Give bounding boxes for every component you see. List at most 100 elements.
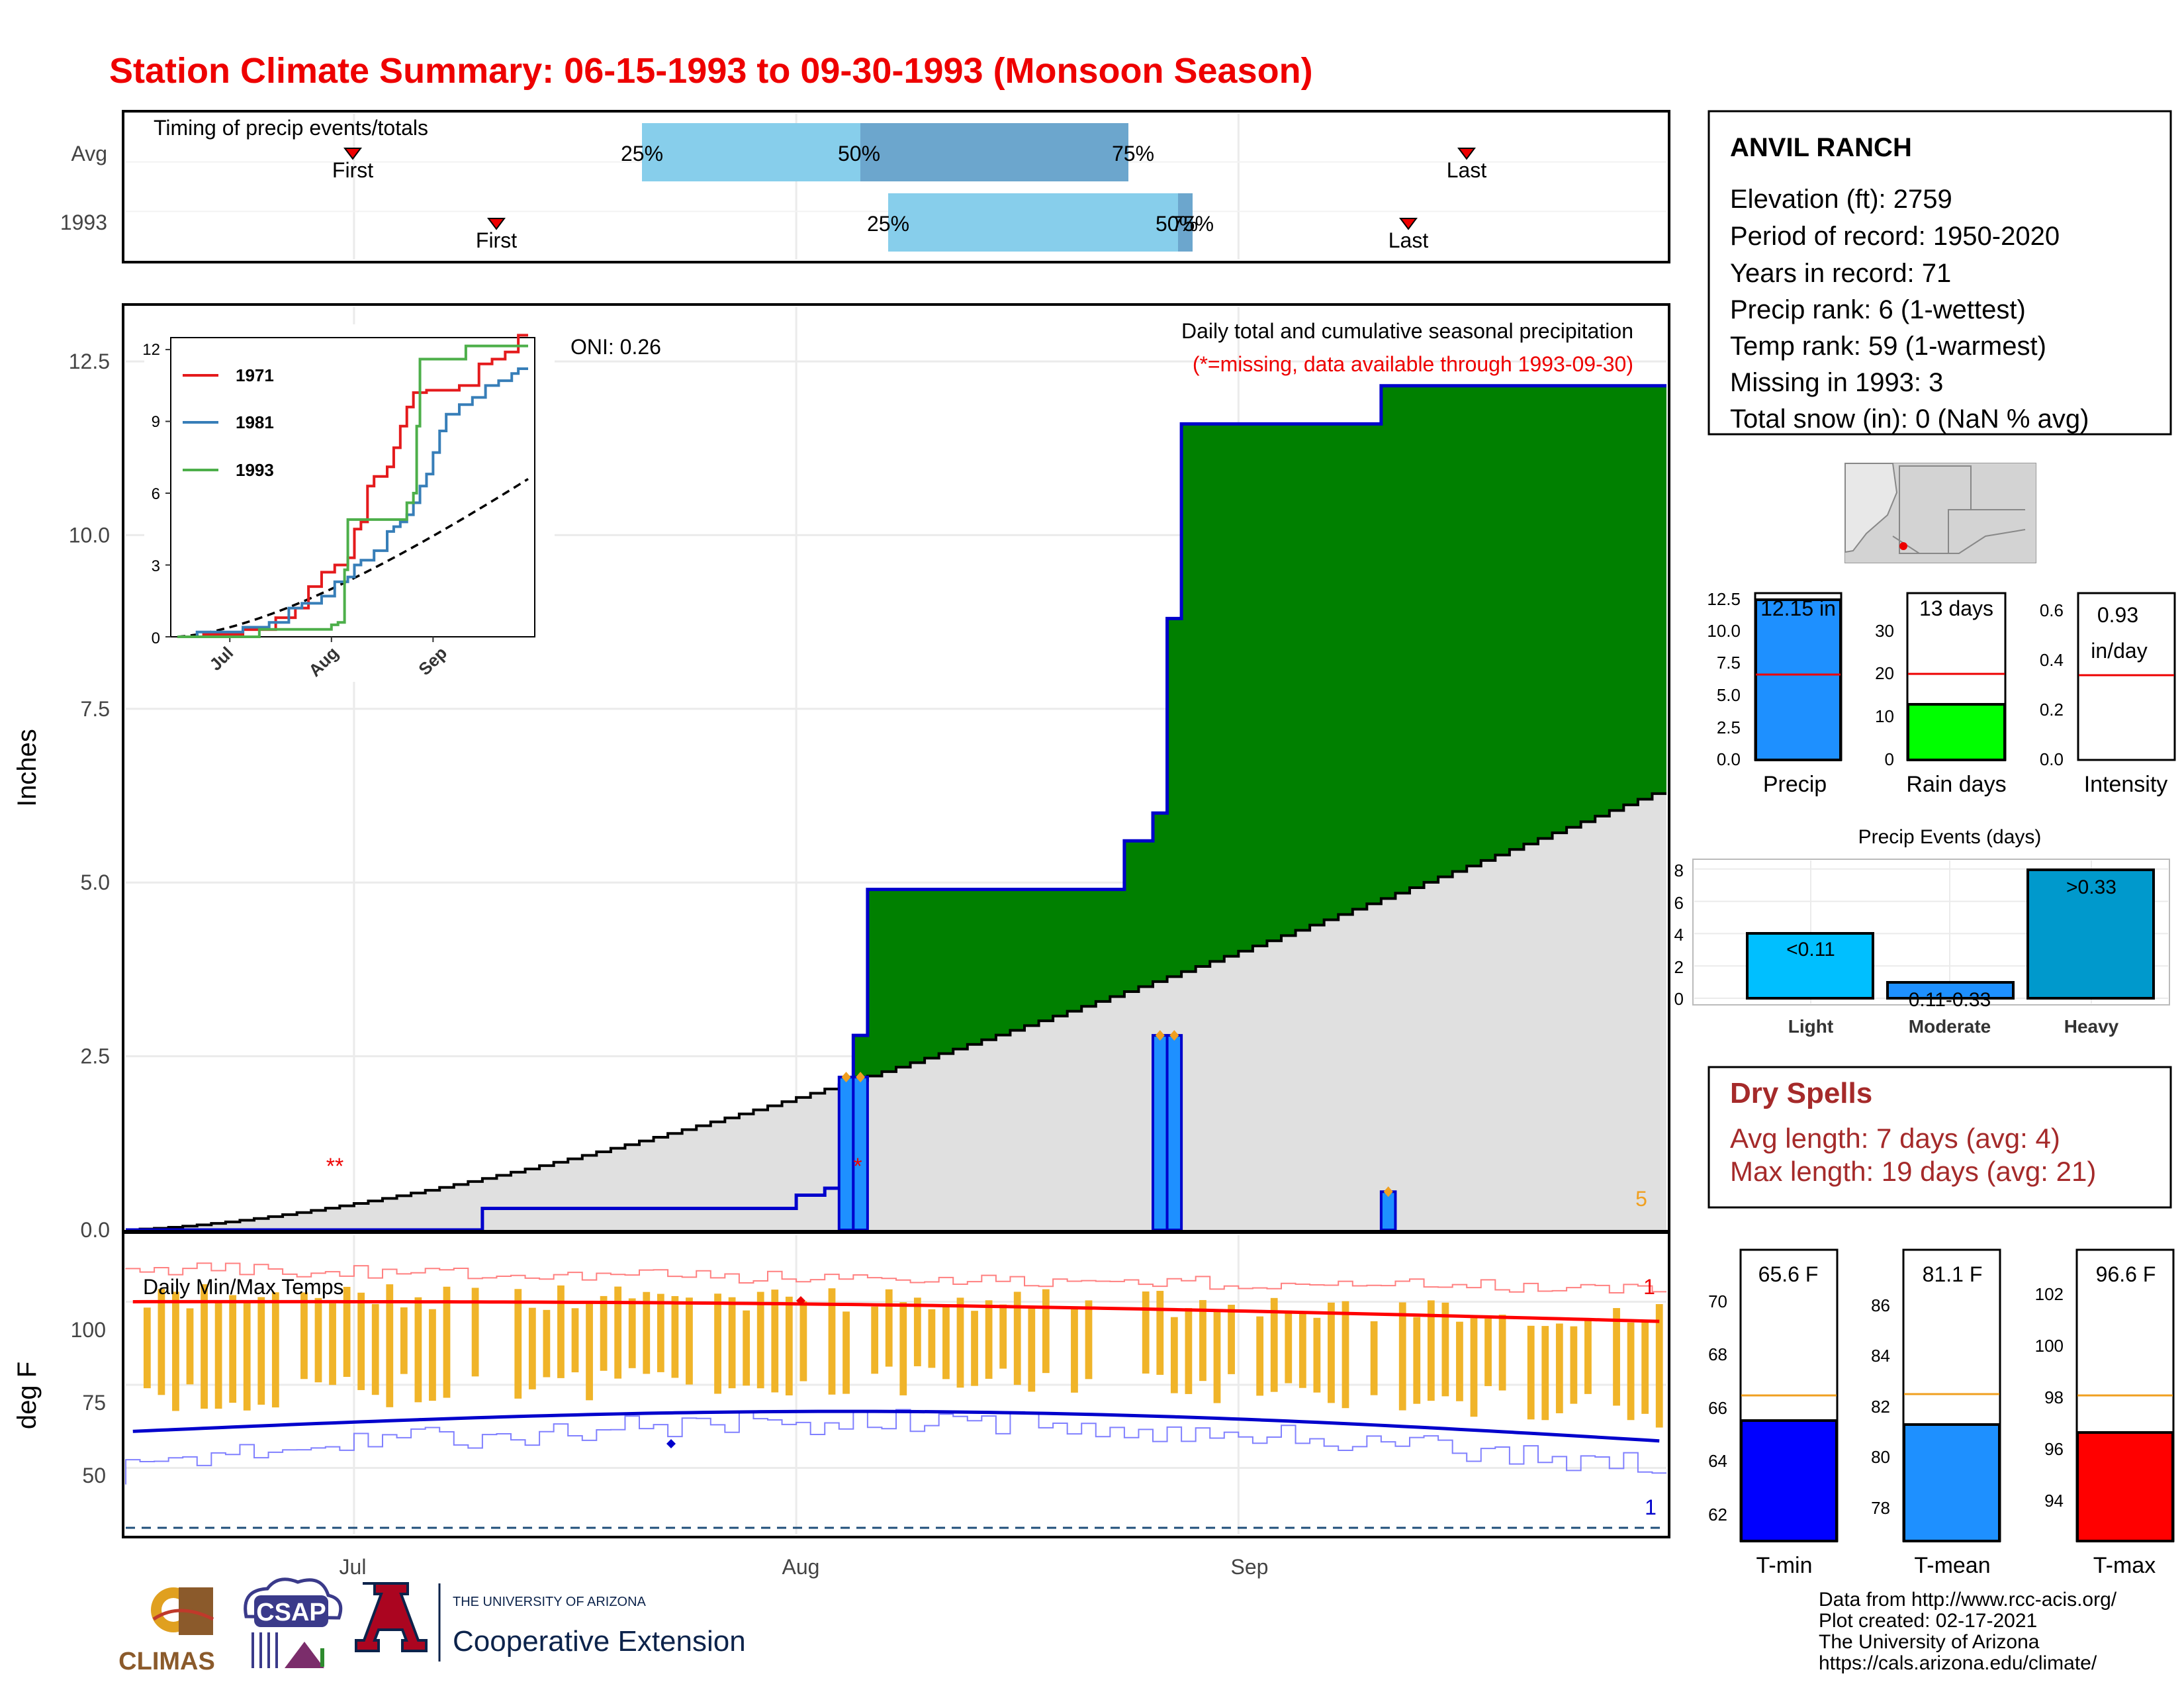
temp-range-bar xyxy=(785,1296,793,1395)
precip-y-ticks: 0.0 2.5 5.0 7.5 10.0 12.5 xyxy=(69,350,110,1242)
events-label-light: <0.11 xyxy=(1786,939,1835,961)
precip-caption: Daily total and cumulative seasonal prec… xyxy=(1181,319,1633,343)
precip-ylabel: Inches xyxy=(13,729,42,807)
month-tick: Jul xyxy=(340,1555,367,1579)
intensity-ytick: 0.2 xyxy=(2040,700,2064,720)
events-ytick: 0 xyxy=(1674,989,1684,1009)
missing-mark-jul: ** xyxy=(326,1154,343,1179)
temp-count-top: 1 xyxy=(1643,1275,1655,1299)
footer-line: The University of Arizona xyxy=(1819,1631,2040,1653)
tmin-label: T-min xyxy=(1756,1553,1813,1578)
intensity-chart: 0.93 in/day 0.0 0.2 0.4 0.6 Intensity xyxy=(2040,592,2176,797)
events-title: Precip Events (days) xyxy=(1858,826,2042,848)
temp-normal-range-bars xyxy=(143,1284,1663,1428)
timing-avg-q50-q75 xyxy=(860,123,1128,181)
avg-min-line xyxy=(132,1409,1660,1443)
climas-logo: CLIMAS xyxy=(118,1587,215,1675)
events-ytick: 2 xyxy=(1674,957,1684,977)
temp-range-bar xyxy=(1028,1308,1036,1392)
temp-range-bar xyxy=(543,1309,551,1378)
temp-range-bar xyxy=(728,1297,736,1389)
footer-line: Plot created: 02-17-2021 xyxy=(1819,1610,2037,1632)
rain-days-bar xyxy=(1907,703,2006,761)
temp-range-bar xyxy=(643,1291,651,1374)
temp-panel: Daily Min/Max Temps 1 1 deg F 50 75 100 … xyxy=(13,1231,1670,1579)
footer-line: Data from http://www.rcc-acis.org/ xyxy=(1819,1589,2117,1611)
temp-range-bar xyxy=(1584,1319,1592,1394)
temp-range-bar xyxy=(1655,1304,1663,1428)
tmin-chart: 65.6 F 62 64 66 68 70 T-min xyxy=(1708,1248,1839,1578)
temp-range-bar xyxy=(828,1288,836,1395)
timing-1993-q25-q50 xyxy=(888,193,1178,252)
temp-range-bar xyxy=(743,1310,751,1386)
temp-range-bar xyxy=(756,1291,764,1389)
tmin-bar xyxy=(1740,1419,1838,1542)
temp-range-bar xyxy=(357,1292,365,1390)
legend-1971: 1971 xyxy=(236,365,274,385)
events-label-heavy: >0.33 xyxy=(2066,876,2116,898)
timing-avg-q25: 25% xyxy=(621,142,663,165)
timing-1993-q25: 25% xyxy=(867,212,909,236)
temp-range-bar xyxy=(571,1308,579,1373)
temp-range-bar xyxy=(371,1303,379,1395)
precip-summary-chart: 12.15 in 0.0 2.5 5.0 7.5 10.0 12.5 Preci… xyxy=(1707,589,1843,797)
events-bar-moderate xyxy=(1886,981,2015,1000)
temp-range-bar xyxy=(1498,1315,1506,1391)
temp-range-bar xyxy=(143,1307,151,1389)
temp-range-bar xyxy=(158,1289,165,1395)
temp-range-bar xyxy=(300,1292,308,1380)
footer: Data from http://www.rcc-acis.org/ Plot … xyxy=(1819,1589,2117,1674)
events-label-moderate: 0.11-0.33 xyxy=(1909,989,1991,1011)
temp-range-bar xyxy=(1541,1326,1549,1421)
dry-spells-max: Max length: 19 days (avg: 21) xyxy=(1730,1156,2096,1187)
intensity-ytick: 0.4 xyxy=(2040,650,2064,670)
tmean-chart: 81.1 F 78 80 82 84 86 T-mean xyxy=(1871,1248,2001,1578)
temp-range-bar xyxy=(942,1306,950,1380)
temp-range-bar xyxy=(686,1297,693,1385)
footer-line: https://cals.arizona.edu/climate/ xyxy=(1819,1652,2097,1674)
intensity-label: Intensity xyxy=(2084,772,2168,797)
tmin-ytick: 62 xyxy=(1708,1505,1727,1524)
precip-events-chart: Precip Events (days) <0.11 0.11-0.33 >0.… xyxy=(1674,826,2170,1037)
timing-avg-last-marker xyxy=(1457,148,1476,160)
inset-ytick: 3 xyxy=(152,557,160,575)
temp-range-bar xyxy=(1185,1308,1193,1394)
timing-1993-first: First xyxy=(476,228,517,252)
temp-range-bar xyxy=(999,1304,1007,1369)
timing-1993-first-marker xyxy=(487,218,506,230)
temp-range-bar xyxy=(1398,1302,1406,1411)
ua-logo: THE UNIVERSITY OF ARIZONA Cooperative Ex… xyxy=(355,1582,746,1662)
rain-days-chart: 13 days 0 10 20 30 Rain days xyxy=(1875,592,2007,797)
events-ytick: 8 xyxy=(1674,861,1684,880)
tmax-label: T-max xyxy=(2093,1553,2156,1578)
tmax-value-label: 96.6 F xyxy=(2096,1262,2156,1286)
oni-label: ONI: 0.26 xyxy=(570,335,661,359)
precip-ytick: 2.5 xyxy=(81,1045,110,1068)
temp-range-bar xyxy=(899,1302,907,1395)
tmax-bar xyxy=(2076,1431,2174,1542)
temp-range-bar xyxy=(971,1311,978,1386)
legend-1993: 1993 xyxy=(236,460,274,480)
events-bar-heavy xyxy=(2026,868,2155,1000)
temp-range-bar xyxy=(1285,1310,1293,1383)
station-line: Missing in 1993: 3 xyxy=(1730,368,1943,397)
daily-precip-bar xyxy=(1165,1034,1183,1231)
temp-ytick: 100 xyxy=(71,1318,106,1342)
tmean-bar xyxy=(1903,1423,2001,1542)
climas-logo-text: CLIMAS xyxy=(118,1648,215,1675)
tmin-ytick: 70 xyxy=(1708,1291,1727,1311)
temp-range-bar xyxy=(257,1297,265,1405)
temp-range-bar xyxy=(1298,1313,1306,1388)
dry-spells-box: Dry Spells Avg length: 7 days (avg: 4) M… xyxy=(1707,1066,2172,1209)
temp-range-bar xyxy=(842,1311,850,1394)
station-line: Precip rank: 6 (1-wettest) xyxy=(1730,295,2026,324)
temp-ytick: 50 xyxy=(82,1464,106,1487)
cumulative-surplus-area xyxy=(853,385,1666,1081)
tmean-ytick: 84 xyxy=(1871,1346,1890,1366)
daily-precip-bar xyxy=(837,1076,855,1232)
temp-range-bar xyxy=(714,1293,721,1394)
temp-range-bar xyxy=(1627,1322,1635,1421)
precip-summary-ytick: 0.0 xyxy=(1717,749,1741,769)
inset-ytick: 0 xyxy=(152,630,160,647)
temp-ylabel: deg F xyxy=(13,1362,42,1429)
